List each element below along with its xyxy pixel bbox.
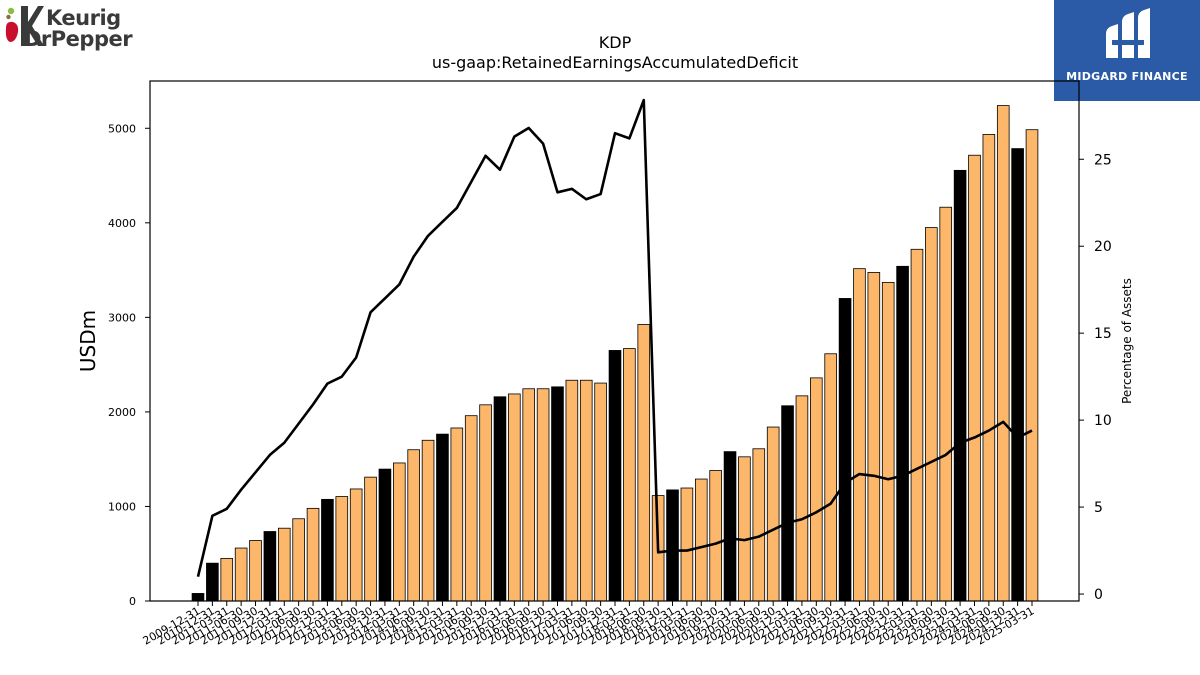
bar-2013-09-30 (364, 476, 377, 602)
left-axis: 0 1000 2000 3000 4000 5000 (108, 122, 150, 608)
bar-2021-09-30 (824, 353, 837, 602)
y2-tick-label: 15 (1094, 326, 1112, 342)
y-tick-label: 1000 (108, 500, 136, 513)
bar-2015-03-31 (450, 427, 464, 602)
bar-2014-09-30 (421, 439, 435, 602)
bar-2022-06-30 (867, 272, 881, 602)
bar-2018-12-31 (666, 489, 679, 602)
bar-2014-12-31 (436, 433, 449, 602)
bar-2021-12-31 (838, 298, 852, 602)
bar-2011-03-31 (220, 558, 234, 602)
company-name-line1: Keurig (46, 6, 121, 30)
bar-2011-06-30 (234, 547, 248, 602)
bar-2015-06-30 (464, 415, 478, 602)
bar-2020-09-30 (766, 426, 780, 602)
bar-2019-09-30 (709, 470, 722, 602)
company-logo-mark (5, 6, 44, 46)
line-layer (196, 98, 1033, 577)
right-axis: 0 5 10 15 20 25 (1079, 152, 1112, 603)
bars-layer (191, 105, 1039, 602)
company-name-line2: DrPepper (24, 27, 133, 51)
bar-2017-09-30 (594, 382, 607, 602)
bar-2013-12-31 (378, 468, 392, 602)
bar-2020-12-31 (781, 405, 794, 602)
bar-2023-06-30 (925, 227, 938, 602)
y-tick-label: 3000 (108, 311, 136, 324)
bar-2016-12-31 (551, 386, 564, 602)
bar-2022-03-31 (853, 268, 866, 602)
bar-2012-09-30 (306, 507, 320, 602)
bar-2025-03-31 (1025, 129, 1039, 602)
bar-2017-12-31 (608, 350, 622, 602)
y-tick-label: 4000 (108, 217, 136, 230)
bar-2024-12-31 (1011, 148, 1024, 602)
y-tick-label: 5000 (108, 122, 136, 135)
y-tick-label: 0 (129, 595, 136, 608)
bar-2014-06-30 (407, 449, 420, 602)
chart-title: KDP (599, 33, 632, 52)
company-logo: Keurig DrPepper (4, 4, 164, 50)
percentage-of-assets-line (196, 98, 1033, 577)
bar-2013-03-31 (335, 496, 349, 602)
y2-tick-label: 5 (1094, 500, 1103, 516)
sponsor-name: MIDGARD FINANCE (1066, 70, 1188, 83)
bar-2011-09-30 (249, 540, 262, 602)
bar-2019-12-31 (723, 451, 737, 602)
bar-2013-06-30 (349, 488, 363, 602)
bar-2012-06-30 (292, 518, 305, 602)
bar-2019-03-31 (680, 487, 694, 602)
y2-tick-label: 20 (1094, 239, 1112, 255)
sponsor-logo-mark (1106, 8, 1150, 58)
bar-2015-09-30 (479, 404, 492, 602)
bar-2010-12-31 (206, 562, 219, 602)
bar-2015-12-31 (493, 396, 507, 602)
bar-2016-03-31 (508, 393, 521, 602)
bar-2018-03-31 (623, 348, 636, 602)
bar-2017-06-30 (579, 379, 593, 602)
bar-2024-06-30 (982, 134, 996, 602)
bar-2022-09-30 (881, 281, 895, 602)
y2-tick-label: 25 (1094, 152, 1112, 168)
y2-tick-label: 0 (1094, 587, 1103, 603)
bar-2012-12-31 (321, 498, 334, 602)
bar-2024-03-31 (968, 154, 981, 602)
bar-2018-06-30 (637, 324, 651, 602)
bar-2016-09-30 (536, 388, 550, 602)
bar-2020-03-31 (738, 456, 751, 602)
bar-2019-06-30 (694, 478, 708, 602)
chart-subtitle: us-gaap:RetainedEarningsAccumulatedDefic… (432, 53, 798, 72)
bar-2021-06-30 (810, 377, 823, 602)
sponsor-badge: MIDGARD FINANCE (1054, 0, 1200, 101)
y-tick-label: 2000 (108, 406, 136, 419)
bar-2012-03-31 (277, 527, 291, 602)
y-axis-label: USDm (76, 310, 100, 372)
bar-2016-06-30 (522, 388, 536, 602)
bar-2023-09-30 (939, 206, 953, 602)
bar-2023-03-31 (910, 248, 924, 602)
bar-2017-03-31 (565, 379, 579, 602)
bar-2020-06-30 (752, 448, 766, 602)
bar-2022-12-31 (896, 265, 909, 602)
bar-2011-12-31 (263, 531, 277, 602)
bar-2023-12-31 (953, 169, 967, 602)
bar-2021-03-31 (795, 395, 809, 602)
bar-2024-09-30 (996, 105, 1010, 602)
bar-2014-03-31 (393, 462, 406, 602)
x-axis: 2009-12-312010-12-312011-03-312011-06-30… (141, 601, 1037, 648)
y2-tick-label: 10 (1094, 413, 1112, 429)
bar-2009-12-31 (191, 593, 205, 602)
y2-axis-label: Percentage of Assets (1120, 278, 1134, 404)
